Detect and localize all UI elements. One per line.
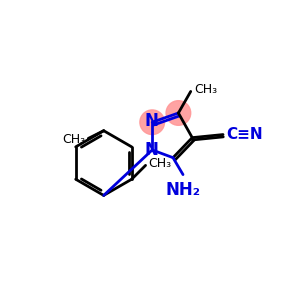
Text: N: N	[145, 141, 158, 159]
Text: C≡N: C≡N	[226, 127, 263, 142]
Circle shape	[140, 110, 164, 135]
Text: N: N	[145, 112, 158, 130]
Text: CH₃: CH₃	[148, 157, 171, 170]
Text: NH₂: NH₂	[166, 181, 200, 199]
Text: CH₃: CH₃	[194, 83, 217, 96]
Circle shape	[166, 101, 191, 125]
Text: CH₃: CH₃	[62, 134, 85, 146]
